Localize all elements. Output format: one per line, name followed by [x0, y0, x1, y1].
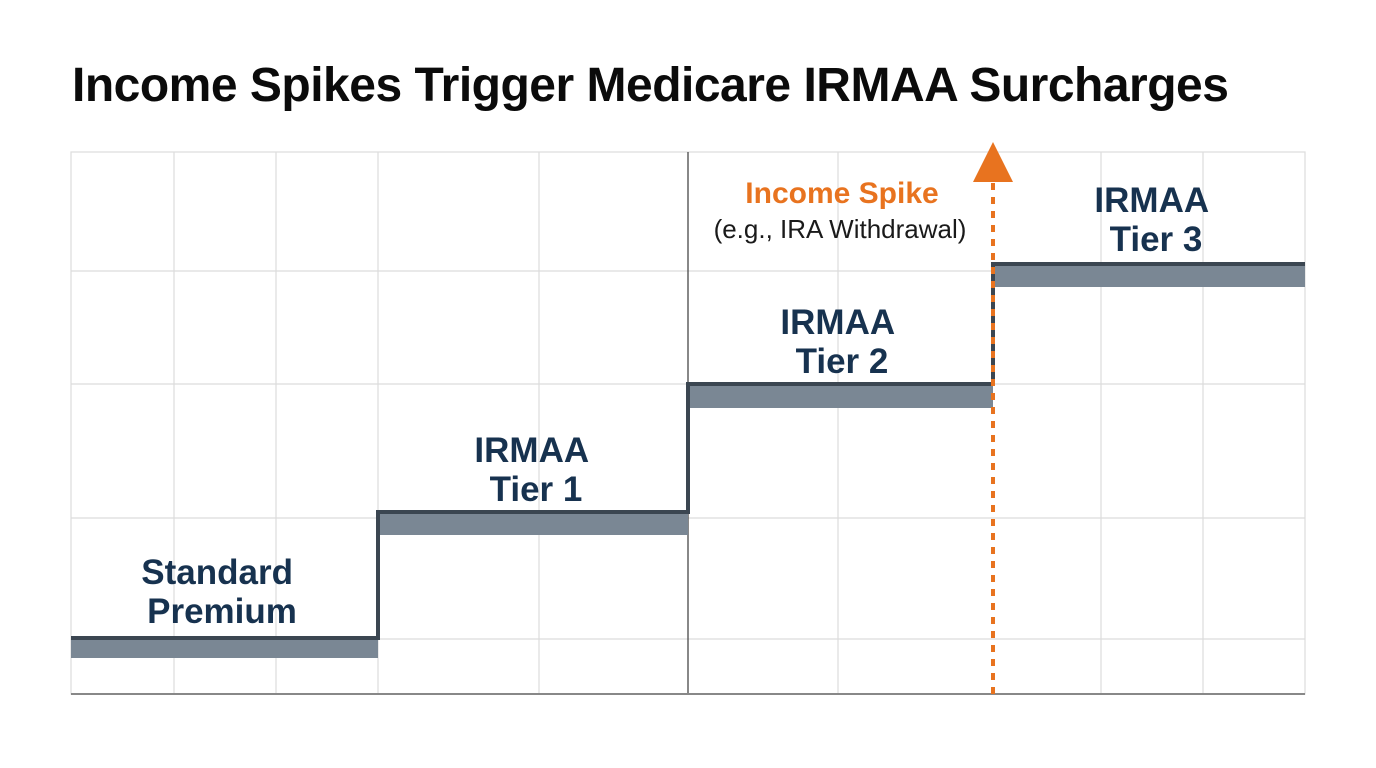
step-bar-tier-3 [993, 264, 1305, 287]
spike-title: Income Spike [745, 177, 938, 210]
step-label-line: Tier 1 [490, 470, 583, 509]
step-label-line: IRMAA [474, 431, 588, 470]
step-bar-standard-premium [71, 638, 378, 658]
page-title: Income Spikes Trigger Medicare IRMAA Sur… [72, 59, 1229, 112]
step-label-line: Premium [147, 592, 297, 631]
spike-subtitle: (e.g., IRA Withdrawal) [714, 214, 967, 244]
step-label-line: Standard [141, 553, 293, 592]
step-label-line: Tier 2 [796, 342, 889, 381]
step-label-tier-3: IRMAA Tier 3 [1094, 181, 1217, 259]
income-spike: Income Spike (e.g., IRA Withdrawal) [714, 142, 1013, 694]
step-label-line: IRMAA [780, 303, 894, 342]
step-label-standard-premium: Standard Premium [141, 553, 302, 631]
step-label-line: Tier 3 [1110, 220, 1203, 259]
step-label-tier-2: IRMAA Tier 2 [780, 303, 903, 381]
step-bar-tier-1 [378, 512, 688, 535]
step-label-tier-1: IRMAA Tier 1 [474, 431, 597, 509]
step-bar-tier-2 [688, 384, 993, 408]
step-label-line: IRMAA [1094, 181, 1208, 220]
